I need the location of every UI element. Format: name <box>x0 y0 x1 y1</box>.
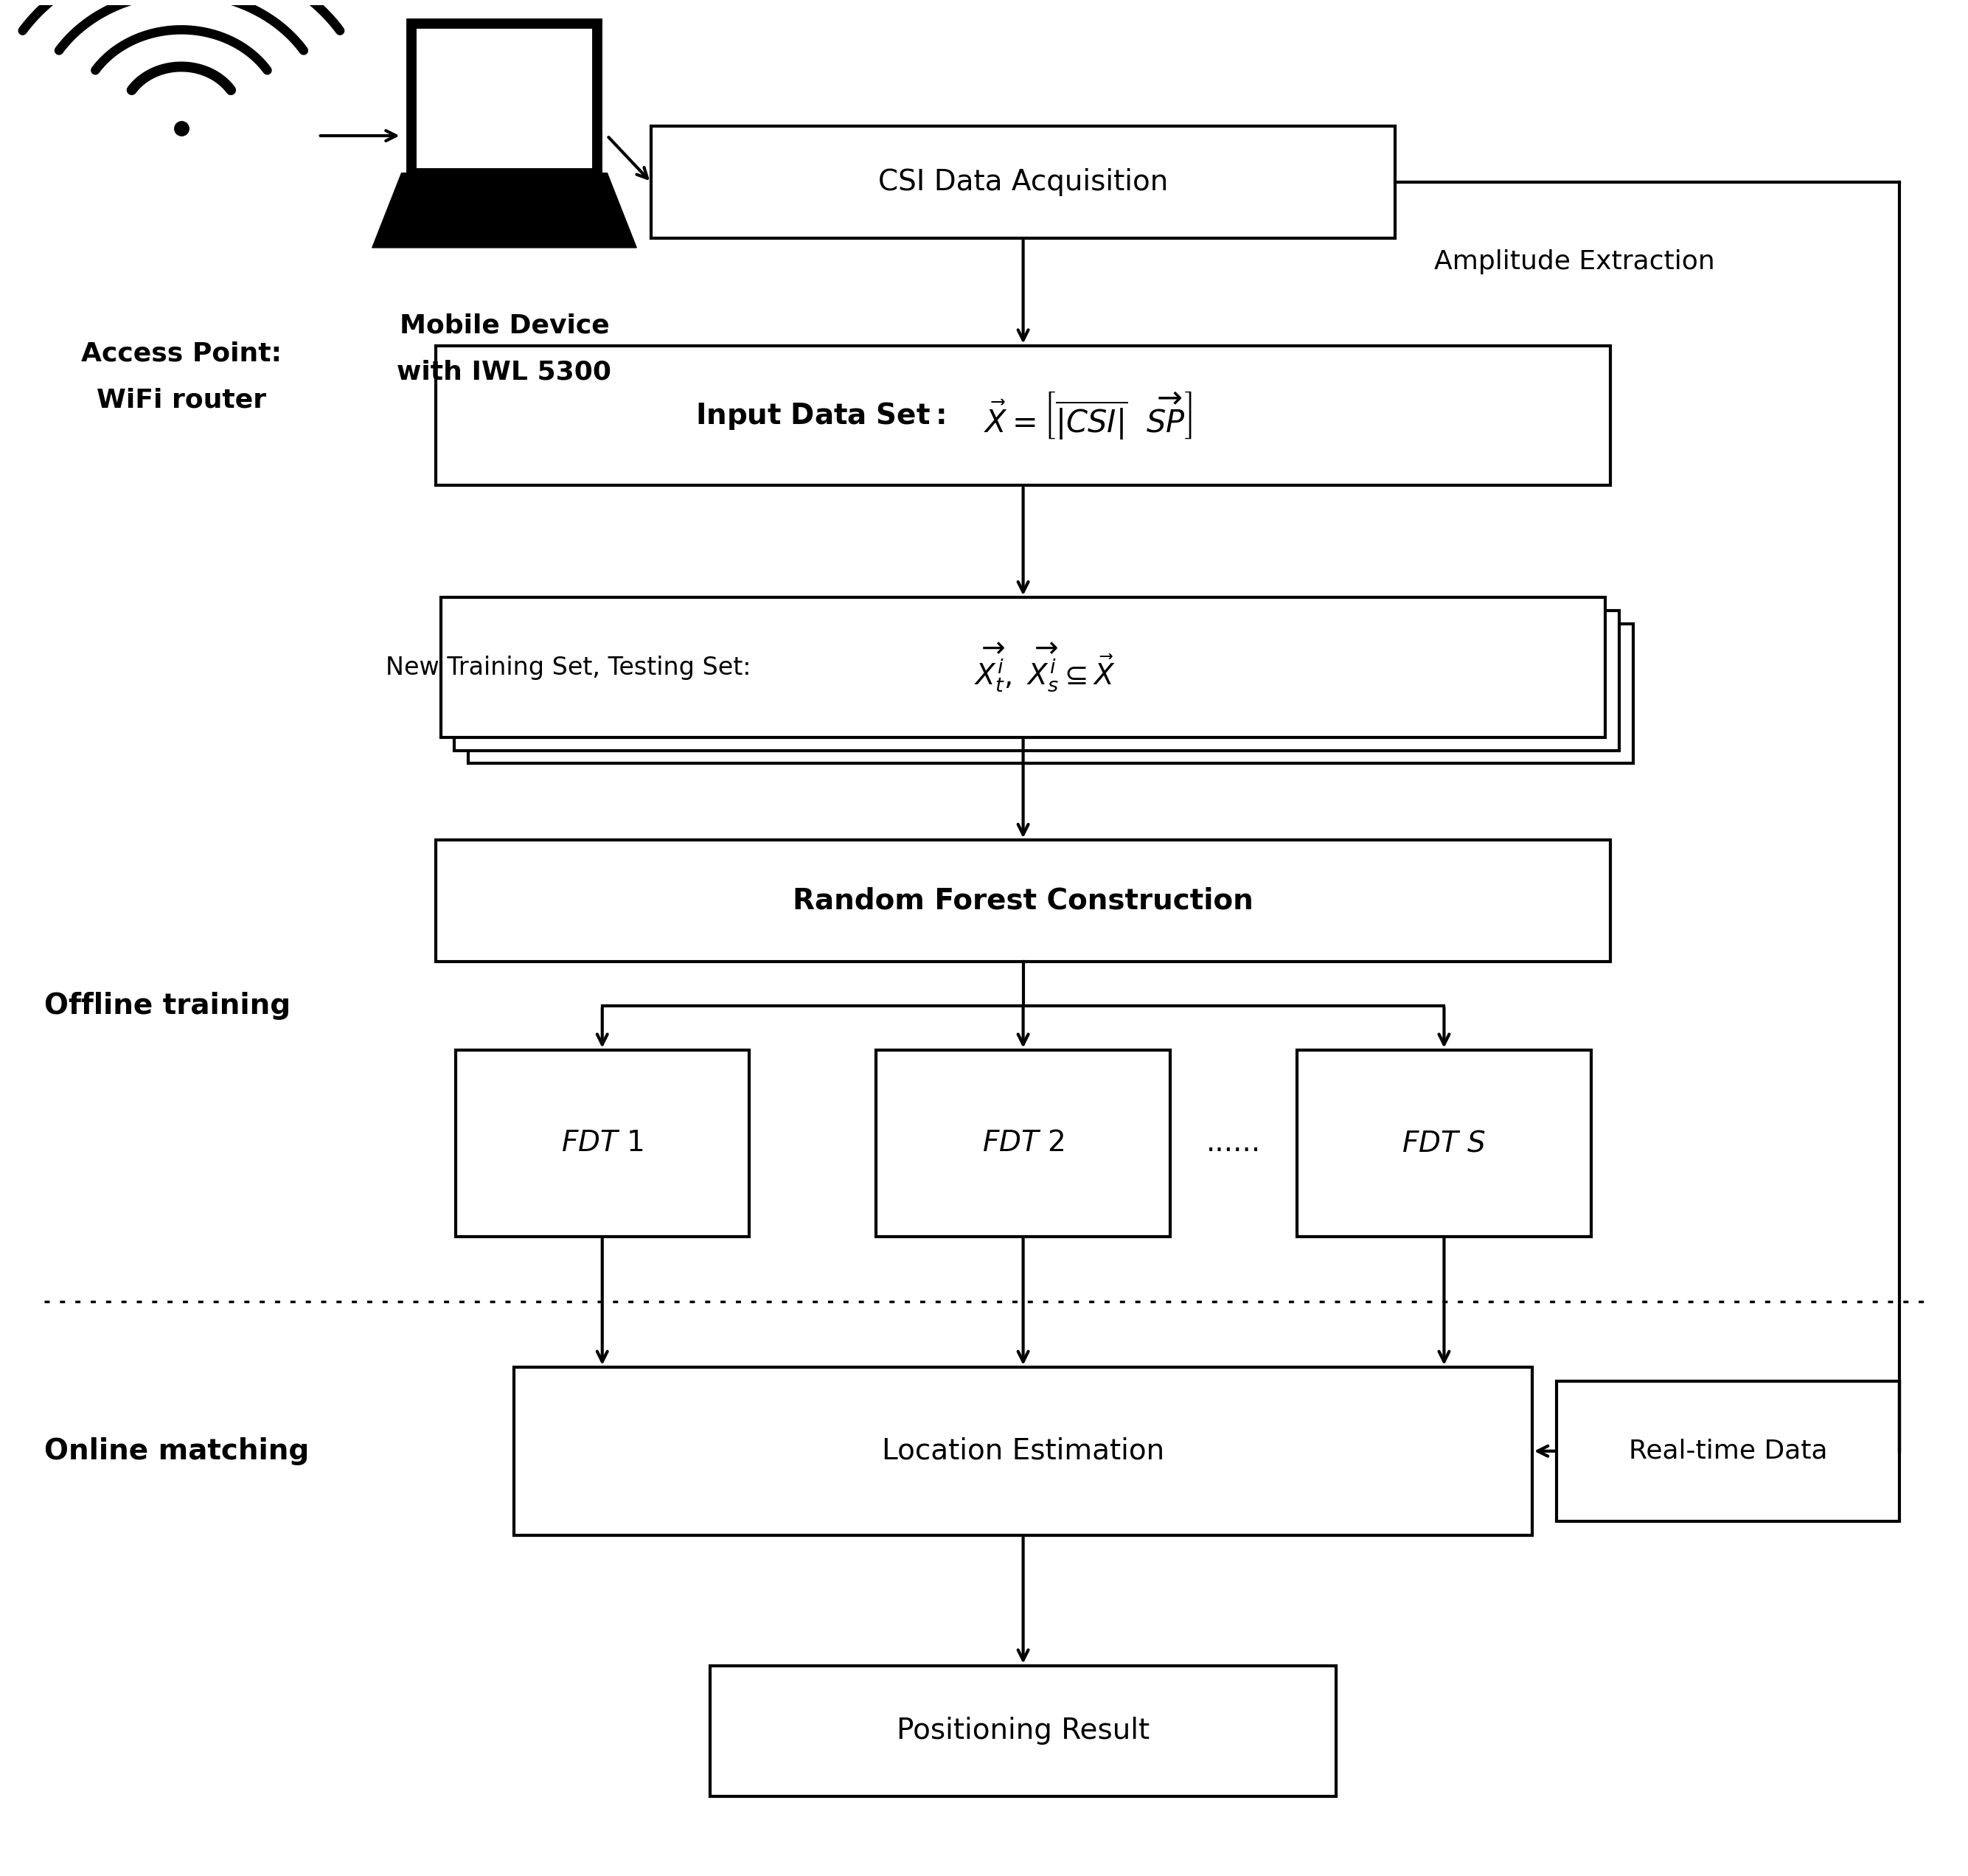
Text: WiFi router: WiFi router <box>96 388 266 413</box>
FancyBboxPatch shape <box>441 597 1606 737</box>
Text: New Training Set, Testing Set:: New Training Set, Testing Set: <box>386 655 760 679</box>
Text: CSI Data Acquisition: CSI Data Acquisition <box>878 169 1169 197</box>
FancyBboxPatch shape <box>514 1368 1533 1535</box>
Text: Positioning Result: Positioning Result <box>897 1717 1149 1745</box>
Text: $\mathbf{Input\ Data\ Set:}$: $\mathbf{Input\ Data\ Set:}$ <box>695 400 945 431</box>
Polygon shape <box>372 173 636 248</box>
Text: Real-time Data: Real-time Data <box>1630 1439 1828 1463</box>
Text: Random Forest Construction: Random Forest Construction <box>793 887 1254 915</box>
Text: Location Estimation: Location Estimation <box>882 1437 1165 1465</box>
FancyBboxPatch shape <box>411 24 598 173</box>
FancyBboxPatch shape <box>455 610 1620 750</box>
Text: Amplitude Extraction: Amplitude Extraction <box>1435 250 1714 274</box>
FancyBboxPatch shape <box>455 1051 750 1236</box>
Text: $\mathit{FDT\ S}$: $\mathit{FDT\ S}$ <box>1401 1129 1486 1157</box>
FancyBboxPatch shape <box>435 840 1610 961</box>
FancyBboxPatch shape <box>435 345 1610 486</box>
Text: Access Point:: Access Point: <box>81 341 281 366</box>
FancyBboxPatch shape <box>651 126 1395 238</box>
Text: with IWL 5300: with IWL 5300 <box>398 360 612 385</box>
Text: $\mathit{FDT\ 1}$: $\mathit{FDT\ 1}$ <box>561 1129 644 1157</box>
Text: ......: ...... <box>1206 1129 1261 1157</box>
FancyBboxPatch shape <box>710 1666 1336 1795</box>
Text: Offline training: Offline training <box>43 992 291 1021</box>
Text: $\overrightarrow{X_t^i},\ \overrightarrow{X_s^i} \subseteq \vec{X}$: $\overrightarrow{X_t^i},\ \overrightarro… <box>974 642 1116 694</box>
FancyBboxPatch shape <box>1297 1051 1590 1236</box>
Text: $\mathit{FDT\ 2}$: $\mathit{FDT\ 2}$ <box>982 1129 1065 1157</box>
Text: Mobile Device: Mobile Device <box>400 313 610 338</box>
FancyBboxPatch shape <box>468 623 1633 764</box>
FancyBboxPatch shape <box>1557 1381 1899 1521</box>
FancyBboxPatch shape <box>876 1051 1171 1236</box>
Text: Online matching: Online matching <box>43 1437 309 1465</box>
Text: $\vec{X}=\left[\overline{|CSI|}\ \ \overrightarrow{SP}\right]$: $\vec{X}=\left[\overline{|CSI|}\ \ \over… <box>984 390 1193 441</box>
